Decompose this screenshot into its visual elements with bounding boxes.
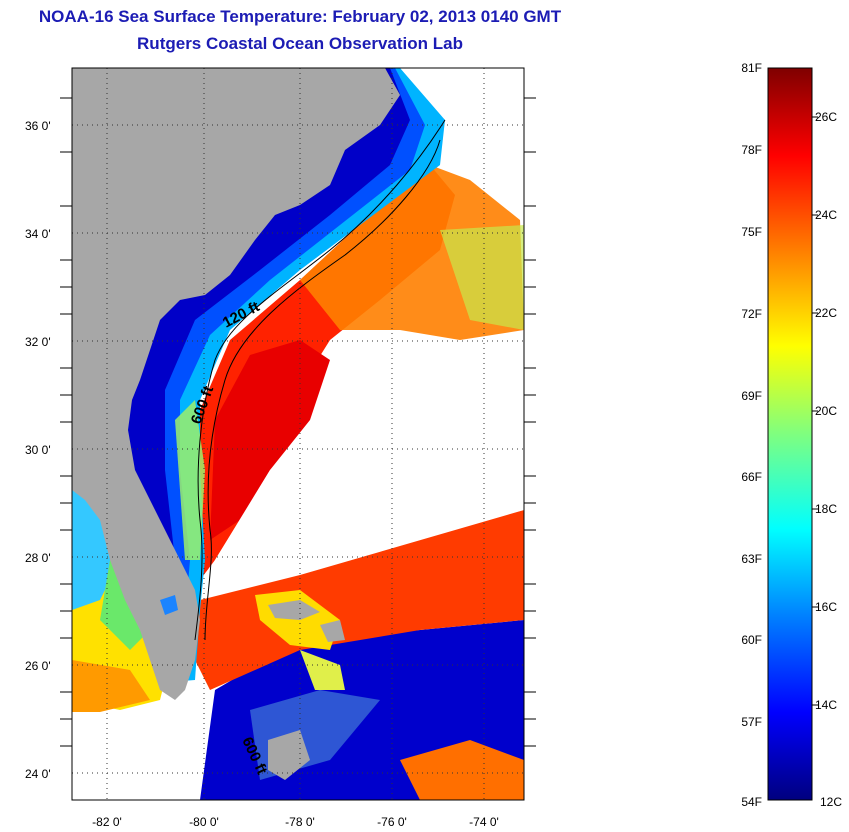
map-title: NOAA-16 Sea Surface Temperature: Februar…	[38, 7, 562, 26]
contour-120ft	[194, 119, 446, 641]
scale-label-22c: 22C	[815, 306, 837, 320]
scale-label-20c: 20C	[815, 404, 837, 418]
scale-label-26c: 26C	[815, 110, 837, 124]
latitude-axis: 36 0' 34 0' 32 0' 30 0' 28 0' 26 0' 24 0…	[25, 119, 51, 781]
scale-label-81f: 81F	[741, 61, 762, 75]
scale-label-14c: 14C	[815, 698, 837, 712]
contour-600ft	[204, 139, 441, 641]
lat-label-32: 32 0'	[25, 335, 51, 349]
gulf-stream-core	[210, 340, 330, 540]
scale-label-60f: 60F	[741, 633, 762, 647]
scale-label-75f: 75F	[741, 225, 762, 239]
us-landmass	[72, 68, 400, 700]
scale-label-57f: 57F	[741, 715, 762, 729]
map-frame	[71, 67, 525, 801]
scale-label-72f: 72F	[741, 307, 762, 321]
lon-label-76: -76 0'	[377, 815, 407, 829]
andros-island	[268, 730, 310, 780]
map-panel: 120 ft 600 ft 600 ft	[71, 67, 525, 801]
offshore-mixed-water	[440, 225, 524, 330]
lake-okeechobee	[160, 595, 178, 615]
longitude-axis: -82 0' -80 0' -78 0' -76 0' -74 0'	[92, 815, 499, 829]
lon-label-74: -74 0'	[469, 815, 499, 829]
celsius-labels	[812, 116, 818, 706]
scale-label-54f: 54F	[741, 795, 762, 809]
color-scale-bar	[767, 67, 813, 801]
bahamas-warm-band	[195, 510, 524, 690]
lat-label-30: 30 0'	[25, 443, 51, 457]
lat-label-26: 26 0'	[25, 659, 51, 673]
scale-label-12c: 12C	[820, 795, 842, 809]
bahamas-island-2	[320, 620, 345, 642]
lat-minor-ticks	[60, 97, 536, 747]
scale-label-66f: 66F	[741, 470, 762, 484]
map-subtitle: Rutgers Coastal Ocean Observation Lab	[137, 34, 463, 53]
cloud-band	[205, 360, 524, 590]
map-grid	[72, 68, 524, 800]
scale-label-63f: 63F	[741, 552, 762, 566]
lon-label-78: -78 0'	[285, 815, 315, 829]
scale-label-24c: 24C	[815, 208, 837, 222]
scale-label-18c: 18C	[815, 502, 837, 516]
lon-label-82: -82 0'	[92, 815, 122, 829]
color-scale: 81F 78F 75F 72F 69F 66F 63F 60F 57F 54F …	[741, 61, 842, 809]
scale-label-78f: 78F	[741, 143, 762, 157]
lat-label-36: 36 0'	[25, 119, 51, 133]
lat-label-28: 28 0'	[25, 551, 51, 565]
scale-label-69f: 69F	[741, 389, 762, 403]
lon-label-80: -80 0'	[189, 815, 219, 829]
fahrenheit-labels: 81F 78F 75F 72F 69F 66F 63F 60F 57F 54F	[741, 61, 762, 809]
gulf-warm-edge	[72, 660, 150, 712]
scale-label-16c: 16C	[815, 600, 837, 614]
bahamas-banks-2	[300, 650, 345, 690]
lat-label-24: 24 0'	[25, 767, 51, 781]
bahamas-island-1	[268, 600, 320, 620]
shelf-transition	[175, 400, 205, 560]
warm-patch-south	[400, 740, 524, 800]
lat-label-34: 34 0'	[25, 227, 51, 241]
depth-contours	[194, 119, 446, 641]
